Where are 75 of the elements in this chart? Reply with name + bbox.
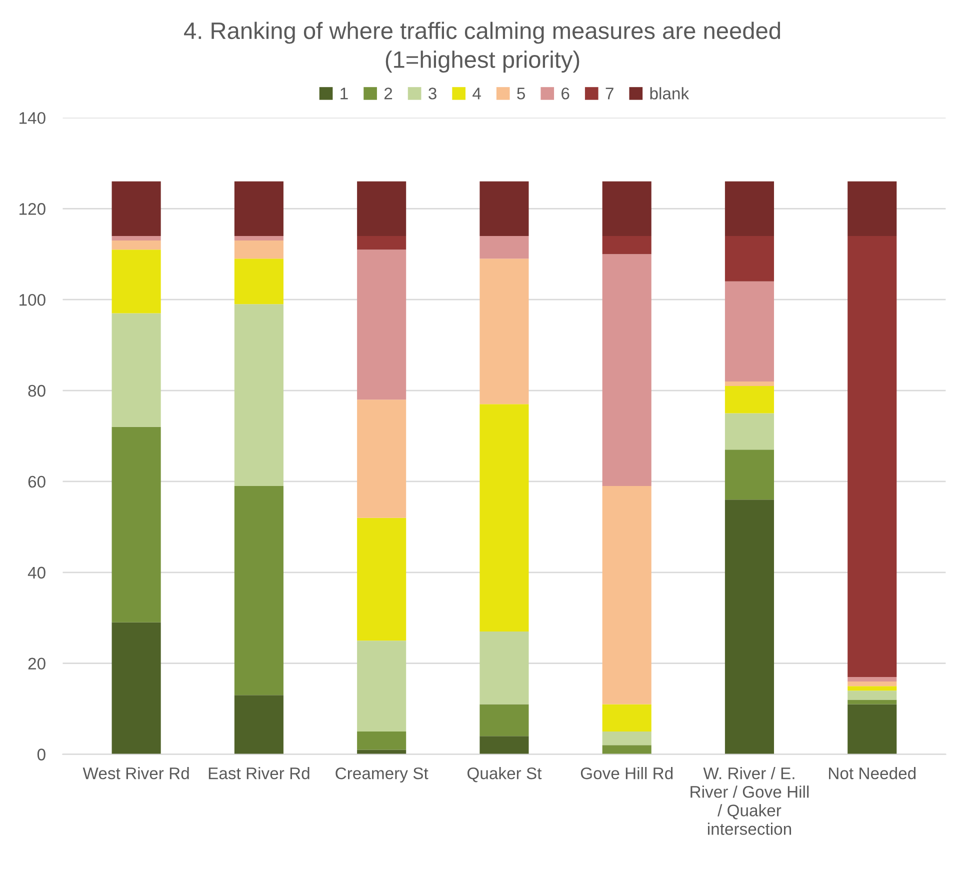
bar	[357, 181, 406, 236]
bar	[112, 250, 161, 314]
bar	[848, 682, 897, 686]
bar	[112, 181, 161, 236]
bar	[357, 640, 406, 732]
bar	[480, 632, 529, 704]
legend-label: 2	[384, 88, 392, 100]
bar	[480, 236, 529, 259]
bar	[112, 313, 161, 427]
x-tick-label: West River Rd	[82, 767, 189, 780]
bar	[724, 181, 774, 236]
x-tick-label: East River Rd	[208, 767, 310, 780]
bar	[234, 486, 284, 696]
chart-title: 4. Ranking of where traffic calming measures are needed (1=highest priority)	[184, 22, 780, 73]
legend-label: 6	[562, 88, 570, 100]
bar	[602, 236, 652, 254]
legend-label: 4	[472, 88, 481, 100]
bar	[480, 181, 529, 236]
y-tick-label: 120	[20, 203, 46, 215]
bar	[602, 704, 652, 732]
bar	[357, 518, 406, 641]
bar	[480, 736, 529, 754]
bar	[357, 400, 406, 518]
y-tick-label: 80	[28, 384, 46, 397]
bar	[602, 254, 652, 486]
bar	[234, 258, 284, 304]
bar	[234, 240, 284, 259]
legend-label: 5	[517, 88, 525, 100]
bar	[357, 250, 406, 400]
y-tick-label: 0	[37, 748, 46, 760]
bar	[602, 745, 652, 754]
y-tick-label: 100	[20, 294, 46, 306]
bar	[357, 236, 406, 250]
bar	[480, 258, 529, 404]
bar	[112, 426, 161, 622]
bar	[848, 676, 897, 682]
x-tick-label: W. River / E. River / Gove Hill / Quaker intersection	[690, 767, 809, 835]
bar	[480, 404, 529, 632]
bar	[112, 240, 161, 250]
x-tick-label: Quaker St	[467, 767, 542, 782]
x-tick-label: Not Needed	[829, 767, 916, 780]
legend-label: 3	[428, 88, 436, 100]
bar	[234, 236, 284, 240]
bar	[602, 486, 652, 704]
bar	[848, 686, 897, 691]
bar	[724, 281, 774, 382]
bar	[234, 304, 284, 486]
bar	[848, 700, 897, 704]
bar	[848, 181, 897, 236]
bar	[724, 450, 774, 500]
legend-label: 1	[340, 88, 348, 100]
bar	[848, 236, 897, 677]
bar	[234, 695, 284, 754]
legend-label: 7	[606, 88, 614, 100]
legend-label: blank	[650, 87, 690, 100]
bar	[724, 386, 774, 414]
bar	[602, 181, 652, 236]
bar	[480, 704, 529, 736]
bar	[112, 236, 161, 240]
x-tick-label: Gove Hill Rd	[580, 767, 673, 780]
y-tick-label: 60	[28, 476, 46, 488]
bar	[848, 690, 897, 700]
bar	[724, 236, 774, 282]
y-tick-label: 40	[28, 566, 46, 579]
bar	[234, 181, 284, 236]
y-tick-label: 20	[28, 658, 46, 670]
bar	[848, 704, 897, 754]
x-tick-label: Creamery St	[336, 767, 428, 783]
bar	[724, 500, 774, 754]
bar	[112, 622, 161, 754]
bar	[724, 413, 774, 450]
y-tick-label: 140	[20, 112, 46, 124]
bar	[357, 732, 406, 750]
bar	[724, 381, 774, 386]
bar	[602, 732, 652, 746]
